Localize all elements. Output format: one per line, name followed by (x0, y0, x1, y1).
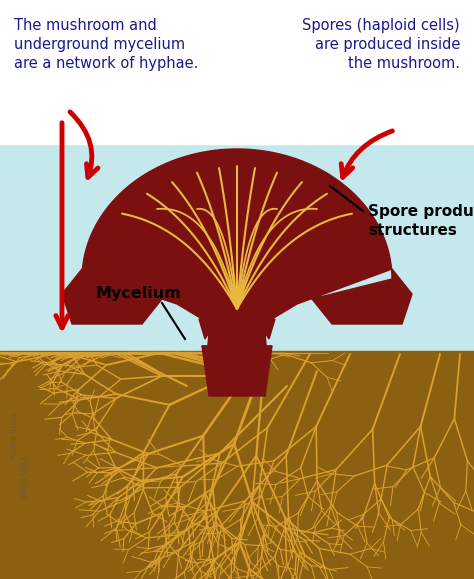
Polygon shape (202, 346, 272, 396)
Bar (0, 351, 474, 579)
Text: 190713307: 190713307 (20, 455, 29, 499)
Text: The mushroom and
underground mycelium
are a network of hyphae.: The mushroom and underground mycelium ar… (14, 18, 199, 71)
Text: Mycelium: Mycelium (95, 286, 181, 301)
Polygon shape (199, 319, 275, 356)
Text: Adobe Stock: Adobe Stock (10, 411, 19, 459)
Text: Spores (haploid cells)
are produced inside
the mushroom.: Spores (haploid cells) are produced insi… (302, 18, 460, 71)
Text: Spore producing
structures: Spore producing structures (368, 204, 474, 239)
Polygon shape (62, 149, 412, 324)
